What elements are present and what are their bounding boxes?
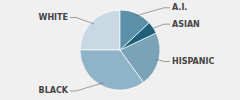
slice-label: HISPANIC (172, 57, 214, 66)
leader-line (70, 17, 94, 24)
background (0, 0, 240, 100)
slice-label: BLACK (39, 86, 69, 95)
slice-label: WHITE (39, 13, 68, 22)
slices (80, 10, 160, 90)
labels: WHITE BLACK A.I. ASIAN HISPANIC (39, 3, 215, 95)
slice-label: A.I. (172, 3, 187, 12)
pie-slice (80, 10, 120, 50)
leader-line (70, 83, 103, 91)
pie-chart: WHITE BLACK A.I. ASIAN HISPANIC (0, 0, 240, 100)
chart-container: WHITE BLACK A.I. ASIAN HISPANIC (0, 0, 240, 100)
leader-line (150, 24, 170, 29)
leader-line (135, 8, 170, 16)
leader-line (156, 59, 170, 61)
slice-label: ASIAN (172, 20, 200, 29)
